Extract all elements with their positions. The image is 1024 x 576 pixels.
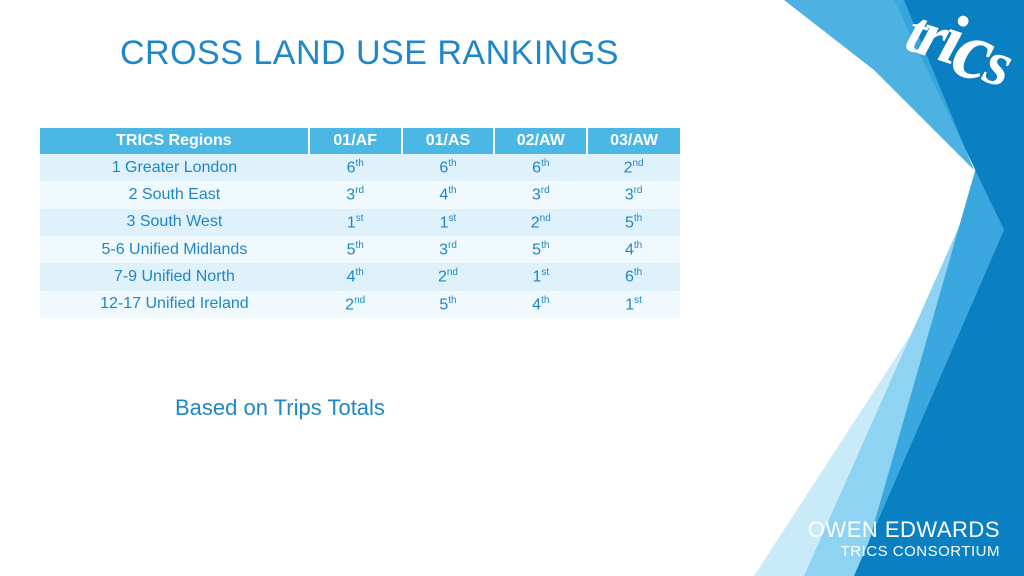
author-name: OWEN EDWARDS xyxy=(808,517,1000,543)
cell-rank: 6th xyxy=(587,263,680,290)
cell-rank: 4th xyxy=(494,291,587,318)
cell-rank: 4th xyxy=(309,263,402,290)
cell-rank: 6th xyxy=(402,154,495,181)
table-body: 1 Greater London6th6th6th2nd2 South East… xyxy=(40,154,680,318)
cell-rank: 1st xyxy=(309,209,402,236)
col-02aw: 02/AW xyxy=(494,128,587,154)
tri-2 xyxy=(804,80,1024,576)
cell-rank: 3rd xyxy=(494,181,587,208)
table-row: 5-6 Unified Midlands5th3rd5th4th xyxy=(40,236,680,263)
cell-rank: 5th xyxy=(587,209,680,236)
cell-rank: 2nd xyxy=(309,291,402,318)
col-regions: TRICS Regions xyxy=(40,128,309,154)
cell-rank: 3rd xyxy=(309,181,402,208)
col-01as: 01/AS xyxy=(402,128,495,154)
cell-rank: 4th xyxy=(587,236,680,263)
subtitle: Based on Trips Totals xyxy=(175,395,385,421)
cell-region: 3 South West xyxy=(40,209,309,236)
table-header-row: TRICS Regions 01/AF 01/AS 02/AW 03/AW xyxy=(40,128,680,154)
cell-region: 12-17 Unified Ireland xyxy=(40,291,309,318)
table-row: 2 South East3rd4th3rd3rd xyxy=(40,181,680,208)
tri-5 xyxy=(764,0,904,250)
col-03aw: 03/AW xyxy=(587,128,680,154)
trics-logo: trics xyxy=(897,0,1024,101)
cell-region: 7-9 Unified North xyxy=(40,263,309,290)
cell-rank: 6th xyxy=(494,154,587,181)
cell-rank: 1st xyxy=(402,209,495,236)
cell-rank: 2nd xyxy=(587,154,680,181)
cell-rank: 3rd xyxy=(402,236,495,263)
author-org: TRICS CONSORTIUM xyxy=(808,543,1000,560)
cell-rank: 5th xyxy=(494,236,587,263)
table-row: 7-9 Unified North4th2nd1st6th xyxy=(40,263,680,290)
footer: OWEN EDWARDS TRICS CONSORTIUM xyxy=(808,517,1000,560)
cell-rank: 1st xyxy=(494,263,587,290)
slide: trics CROSS LAND USE RANKINGS TRICS Regi… xyxy=(0,0,1024,576)
page-title: CROSS LAND USE RANKINGS xyxy=(120,34,619,73)
cell-rank: 5th xyxy=(309,236,402,263)
col-01af: 01/AF xyxy=(309,128,402,154)
cell-rank: 4th xyxy=(402,181,495,208)
cell-rank: 2nd xyxy=(494,209,587,236)
rankings-table: TRICS Regions 01/AF 01/AS 02/AW 03/AW 1 … xyxy=(40,128,680,318)
cell-rank: 2nd xyxy=(402,263,495,290)
cell-rank: 1st xyxy=(587,291,680,318)
cell-rank: 6th xyxy=(309,154,402,181)
cell-region: 1 Greater London xyxy=(40,154,309,181)
rankings-table-wrap: TRICS Regions 01/AF 01/AS 02/AW 03/AW 1 … xyxy=(40,128,680,318)
cell-region: 2 South East xyxy=(40,181,309,208)
cell-region: 5-6 Unified Midlands xyxy=(40,236,309,263)
table-row: 1 Greater London6th6th6th2nd xyxy=(40,154,680,181)
table-row: 12-17 Unified Ireland2nd5th4th1st xyxy=(40,291,680,318)
tri-1 xyxy=(754,160,1024,576)
table-row: 3 South West1st1st2nd5th xyxy=(40,209,680,236)
cell-rank: 3rd xyxy=(587,181,680,208)
cell-rank: 5th xyxy=(402,291,495,318)
